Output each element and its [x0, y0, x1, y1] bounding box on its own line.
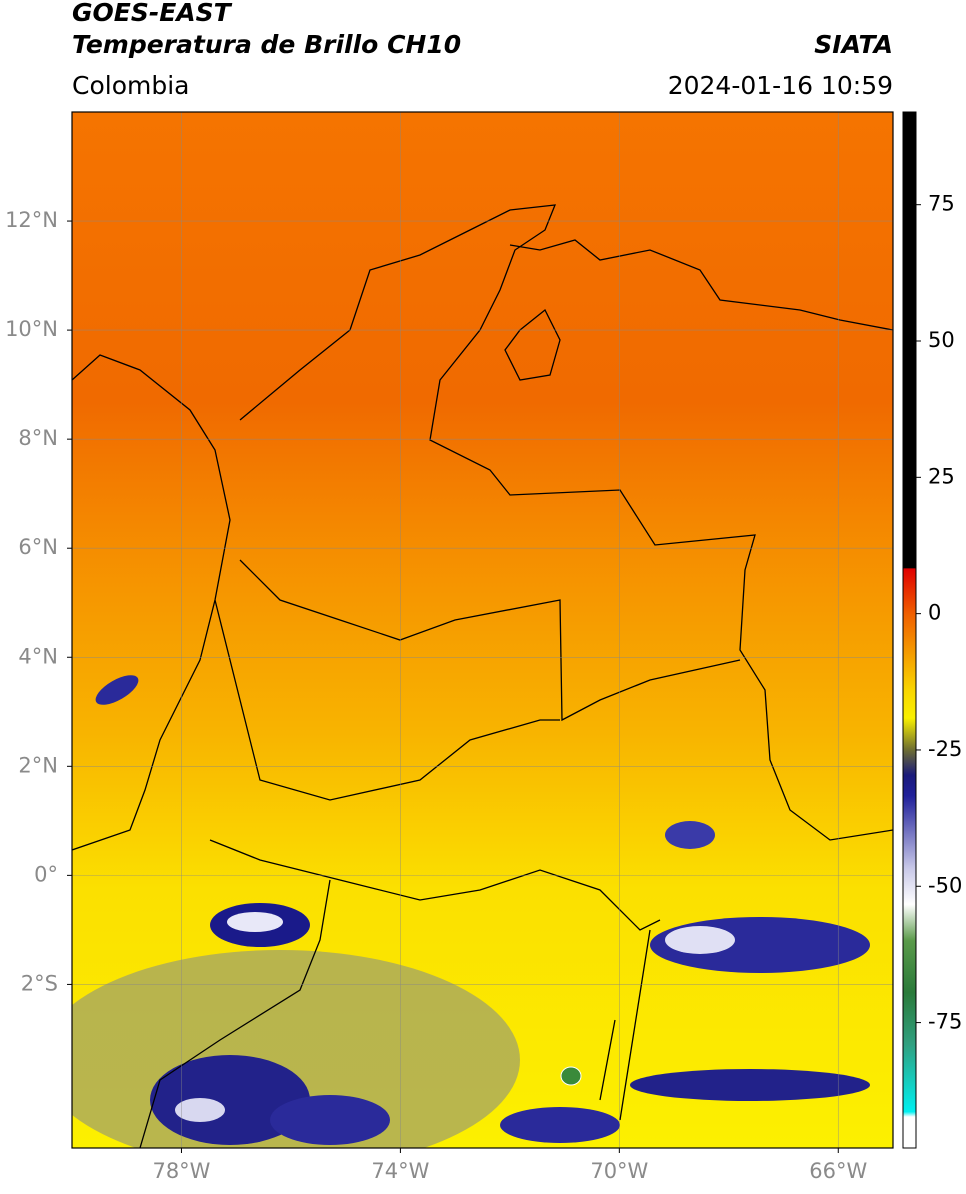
x-tick-label: 70°W — [590, 1159, 648, 1183]
x-tick-label: 66°W — [809, 1159, 867, 1183]
colorbar-tick-label: 0 — [928, 601, 941, 625]
y-tick-label: 4°N — [18, 644, 58, 668]
datetime: 2024-01-16 10:59 — [668, 71, 893, 100]
colorbar-tick-label: -75 — [928, 1010, 962, 1034]
y-tick-label: 8°N — [18, 426, 58, 450]
y-tick-label: 6°N — [18, 535, 58, 559]
subtitle: Temperatura de Brillo CH10 — [72, 30, 461, 59]
colorbar-tick-label: -25 — [928, 737, 962, 761]
y-tick-label: 12°N — [5, 208, 58, 232]
y-tick-label: 2°N — [18, 753, 58, 777]
region: Colombia — [72, 71, 189, 100]
y-tick-label: 10°N — [5, 317, 58, 341]
y-tick-label: 2°S — [21, 971, 58, 995]
colorbar-tick-label: 75 — [928, 192, 955, 216]
colorbar — [902, 111, 917, 1149]
title: GOES-EAST — [72, 0, 233, 27]
grid — [72, 112, 893, 1148]
colorbar-tick-label: 50 — [928, 328, 955, 352]
source: SIATA — [814, 30, 893, 59]
map-frame — [71, 111, 894, 1149]
colorbar-tick-label: -50 — [928, 873, 962, 897]
x-tick-label: 78°W — [152, 1159, 210, 1183]
y-tick-label: 0° — [34, 862, 58, 886]
map-image — [72, 112, 893, 1148]
colorbar-tick-label: 25 — [928, 464, 955, 488]
x-tick-label: 74°W — [371, 1159, 429, 1183]
